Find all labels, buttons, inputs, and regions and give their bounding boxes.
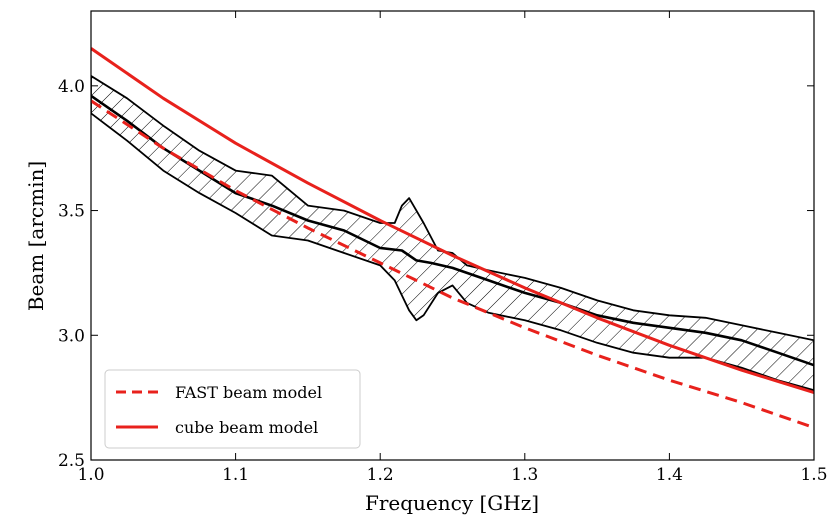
x-tick-label: 1.0	[77, 465, 104, 485]
legend-box	[104, 369, 361, 449]
series-line-cube-beam-model	[91, 47, 814, 395]
series-line-measured-beam-median	[91, 94, 814, 367]
legend-label-fast-beam: FAST beam model	[175, 383, 322, 402]
measured-beam-band-0	[91, 75, 814, 392]
x-tick-label: 1.1	[222, 465, 249, 485]
series-line-fast-beam-model	[91, 99, 814, 430]
y-tick-label: 3.0	[58, 326, 85, 346]
x-axis-label: Frequency [GHz]	[365, 491, 539, 515]
x-tick-label: 1.3	[511, 465, 538, 485]
x-tick-label: 1.2	[367, 465, 394, 485]
y-axis-label: Beam [arcmin]	[24, 161, 48, 311]
y-tick-label: 4.0	[58, 77, 85, 97]
y-tick-label: 2.5	[58, 451, 85, 471]
legend-label-cube-beam: cube beam model	[175, 418, 318, 437]
plot-frame	[90, 10, 815, 461]
y-tick-label: 3.5	[58, 202, 85, 222]
x-tick-label: 1.4	[656, 465, 683, 485]
x-tick-label: 1.5	[800, 465, 827, 485]
legend: FAST beam model cube beam model	[104, 369, 361, 449]
